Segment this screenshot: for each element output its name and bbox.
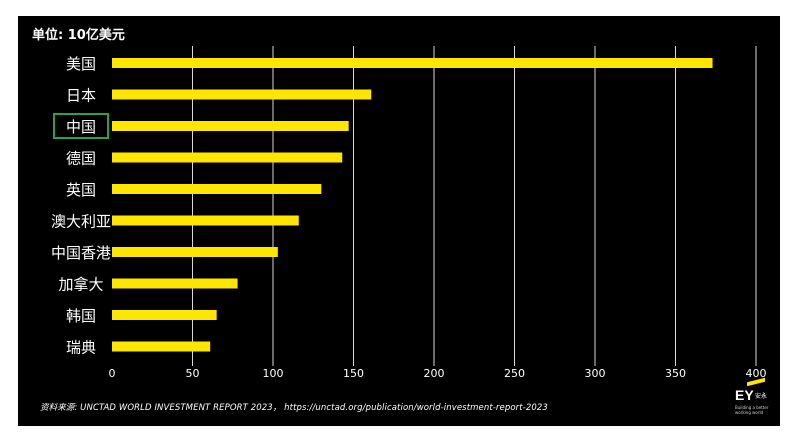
bar-6 xyxy=(112,247,278,257)
bar-8 xyxy=(112,310,217,320)
bar-chart: 0 50 100 150 200 250 300 350 400 美国日本中国德国英国澳大利亚中国… xyxy=(51,46,767,380)
chart-panel: 单位: 10亿美元 0 50 100 150 200 250 300 350 400 美国日本中国… xyxy=(18,16,780,426)
x-tick-label-150: 150 xyxy=(343,367,364,380)
bar-9 xyxy=(112,341,211,352)
x-tick-label-50: 50 xyxy=(186,367,200,380)
bar-3 xyxy=(112,152,343,163)
bar-4 xyxy=(112,184,322,194)
x-tick-label-350: 350 xyxy=(665,367,686,380)
x-tick-label-0: 0 xyxy=(109,367,116,380)
logo-beam xyxy=(747,377,765,387)
x-tick-label-100: 100 xyxy=(263,367,284,380)
ey-logo: EY 安永 Building a better working world xyxy=(735,377,769,420)
category-label-3: 德国 xyxy=(66,150,96,168)
category-label-2: 中国 xyxy=(66,118,96,136)
highlight-box xyxy=(53,113,109,139)
bar-1 xyxy=(112,89,372,100)
logo-cn: 安永 xyxy=(755,393,768,400)
unit-label: 单位: 10亿美元 xyxy=(32,28,125,43)
bar-2 xyxy=(112,121,349,131)
logo-tagline-1: Building a better xyxy=(735,405,769,410)
x-tick-label-300: 300 xyxy=(585,367,606,380)
category-label-1: 日本 xyxy=(66,87,96,105)
category-label-5: 澳大利亚 xyxy=(51,213,111,231)
logo-tagline-2: working world xyxy=(735,410,764,415)
category-label-8: 韩国 xyxy=(66,307,96,325)
category-label-4: 英国 xyxy=(66,181,96,199)
bar-0 xyxy=(112,58,713,68)
logo-mark: EY xyxy=(735,387,754,403)
x-tick-label-200: 200 xyxy=(424,367,445,380)
logo-tagline: Building a better working world xyxy=(735,405,768,415)
category-label-0: 美国 xyxy=(66,55,96,73)
category-label-6: 中国香港 xyxy=(51,244,111,262)
category-label-9: 瑞典 xyxy=(66,339,96,357)
x-tick-label-250: 250 xyxy=(504,367,525,380)
bar-5 xyxy=(112,215,299,226)
x-tick-label-400: 400 xyxy=(746,367,767,380)
category-label-7: 加拿大 xyxy=(58,276,103,294)
source-note: 资料来源: UNCTAD WORLD INVESTMENT REPORT 202… xyxy=(40,403,548,413)
bar-7 xyxy=(112,278,238,289)
